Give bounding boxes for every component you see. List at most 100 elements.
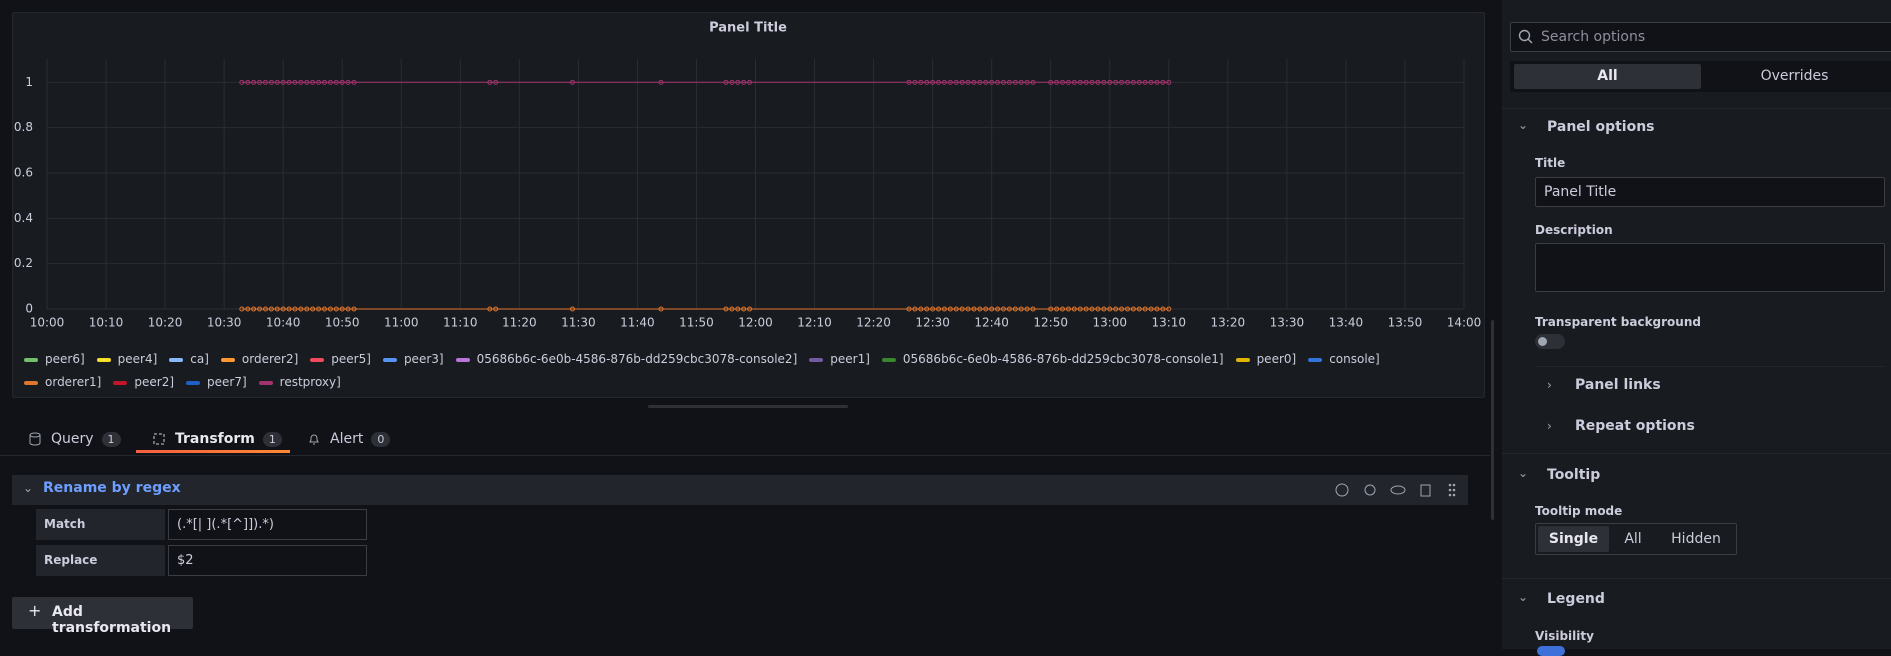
transformation-title: Rename by regex (43, 480, 181, 496)
legend-item[interactable]: ca] (169, 348, 209, 371)
legend-swatch (382, 357, 397, 362)
data-point (1154, 306, 1160, 312)
legend-item[interactable]: console] (1308, 348, 1380, 371)
scrollbar[interactable] (1491, 320, 1494, 520)
section-heading[interactable]: Legend (1547, 591, 1605, 607)
legend-item[interactable]: peer6] (24, 348, 85, 371)
legend-item[interactable]: restproxy] (258, 371, 341, 394)
collapse-icon[interactable]: ⌄ (1518, 590, 1529, 604)
data-point (971, 306, 977, 312)
section-heading[interactable]: Tooltip (1547, 467, 1601, 483)
data-point (1160, 306, 1166, 312)
data-point (1124, 306, 1130, 312)
data-point (941, 306, 947, 312)
match-input[interactable]: (.*[| ](.*[^]]).*) (168, 509, 367, 540)
info-icon[interactable] (1335, 483, 1349, 497)
legend-label: 05686b6c-6e0b-4586-876b-dd259cbc3078-con… (902, 352, 1224, 366)
data-point (1018, 79, 1024, 85)
legend-label: peer7] (207, 375, 247, 389)
mode-overrides[interactable]: Overrides (1760, 68, 1829, 84)
add-transformation-button[interactable]: Add transformation (12, 597, 193, 636)
section-heading[interactable]: Panel options (1547, 119, 1655, 135)
mode-single[interactable]: Single (1538, 526, 1609, 552)
toggle-knob (1538, 337, 1547, 346)
data-point (953, 306, 959, 312)
data-point (292, 306, 298, 312)
data-point (274, 79, 280, 85)
description-textarea[interactable] (1535, 243, 1885, 292)
data-point (1054, 79, 1060, 85)
data-point (735, 79, 741, 85)
x-tick-label: 12:30 (915, 316, 950, 330)
data-point (1024, 306, 1030, 312)
debug-icon[interactable] (1364, 484, 1376, 496)
data-point (316, 306, 322, 312)
legend-item[interactable]: peer2] (113, 371, 174, 394)
tab-query[interactable]: Query 1 (28, 428, 121, 450)
data-point (729, 79, 735, 85)
x-tick-label: 13:20 (1211, 316, 1246, 330)
data-point (569, 79, 575, 85)
x-tick-label: 13:50 (1388, 316, 1423, 330)
tab-transform[interactable]: Transform 1 (152, 428, 282, 450)
data-point (327, 306, 333, 312)
legend-item[interactable]: peer0] (1235, 348, 1297, 371)
expand-icon[interactable]: › (1547, 378, 1552, 392)
legend-item[interactable]: orderer2] (220, 348, 298, 371)
field-label: Description (1535, 223, 1613, 237)
data-point (658, 79, 664, 85)
x-tick-label: 11:00 (384, 316, 419, 330)
mode-all[interactable]: All (1624, 531, 1642, 547)
section-heading[interactable]: Repeat options (1575, 418, 1695, 434)
data-point (747, 306, 753, 312)
data-point (930, 306, 936, 312)
data-point (1071, 306, 1077, 312)
expand-icon[interactable]: › (1547, 419, 1552, 433)
data-point (345, 306, 351, 312)
search-options-input[interactable]: Search options (1510, 22, 1891, 52)
drag-icon[interactable] (1448, 483, 1456, 497)
data-point (1130, 306, 1136, 312)
data-point (723, 306, 729, 312)
legend-item[interactable]: peer3] (382, 348, 444, 371)
legend-item[interactable]: 05686b6c-6e0b-4586-876b-dd259cbc3078-con… (455, 348, 797, 371)
data-point (936, 306, 942, 312)
legend-item[interactable]: 05686b6c-6e0b-4586-876b-dd259cbc3078-con… (881, 348, 1224, 371)
section-heading[interactable]: Panel links (1575, 377, 1661, 393)
divider (1502, 578, 1891, 579)
visibility-toggle[interactable] (1537, 646, 1565, 656)
data-point (906, 306, 912, 312)
collapse-icon[interactable]: ⌄ (23, 481, 34, 495)
x-tick-label: 11:10 (443, 316, 478, 330)
legend-item[interactable]: peer4] (96, 348, 157, 371)
legend-label: console] (1329, 352, 1380, 366)
legend-item[interactable]: peer5] (310, 348, 371, 371)
collapse-icon[interactable]: ⌄ (1518, 118, 1529, 132)
mode-all[interactable]: All (1514, 64, 1701, 89)
resize-handle[interactable] (648, 405, 848, 408)
legend-item[interactable]: orderer1] (24, 371, 101, 394)
data-point (262, 306, 268, 312)
eye-icon[interactable] (1390, 485, 1406, 495)
collapse-icon[interactable]: ⌄ (1518, 466, 1529, 480)
replace-input[interactable]: $2 (168, 545, 367, 576)
data-point (912, 306, 918, 312)
legend-item[interactable]: peer1] (809, 348, 870, 371)
legend-label: peer0] (1256, 352, 1297, 366)
title-input[interactable]: Panel Title (1535, 177, 1885, 207)
data-point (1166, 79, 1172, 85)
data-point (741, 79, 747, 85)
tab-count: 1 (101, 431, 121, 447)
tab-label: Alert (330, 431, 364, 447)
legend-item[interactable]: peer7] (186, 371, 247, 394)
x-tick-label: 12:10 (797, 316, 832, 330)
tab-alert[interactable]: Alert 0 (307, 428, 391, 450)
data-point (251, 79, 257, 85)
transformation-header[interactable] (12, 475, 1468, 505)
delete-icon[interactable] (1420, 484, 1431, 497)
tab-label: Transform (175, 431, 255, 447)
x-tick-label: 12:20 (856, 316, 891, 330)
mode-hidden[interactable]: Hidden (1671, 531, 1721, 547)
x-tick-label: 13:10 (1151, 316, 1186, 330)
data-point (965, 306, 971, 312)
